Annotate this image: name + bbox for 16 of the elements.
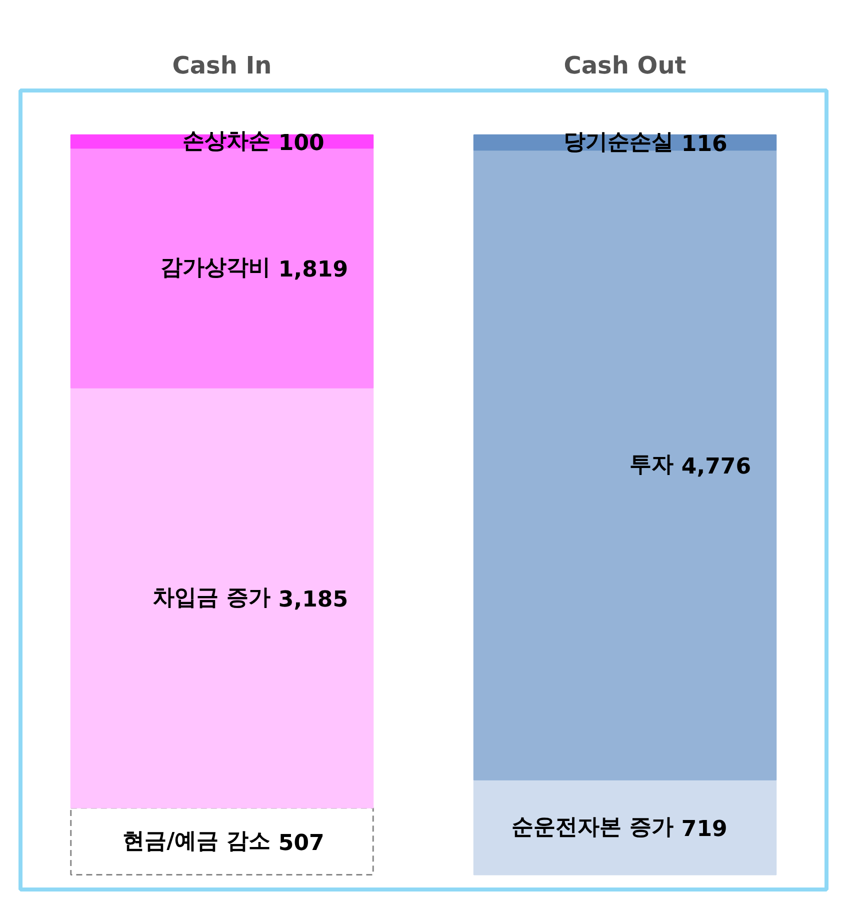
- data-label: 1,819: [278, 257, 348, 282]
- series-label: 감가상각비: [160, 255, 270, 280]
- series-label: 손상차손: [182, 128, 270, 154]
- data-label: 719: [681, 816, 728, 842]
- data-label: 3,185: [278, 587, 348, 612]
- x-tick-label: Cash Out: [564, 52, 686, 80]
- series-label: 차입금 증가: [152, 585, 270, 610]
- data-label: 4,776: [681, 454, 752, 480]
- data-label: 100: [278, 130, 324, 156]
- series-label: 순운전자본 증가: [512, 814, 674, 840]
- series-label: 투자: [629, 452, 674, 478]
- x-tick-label: Cash In: [172, 52, 272, 80]
- data-label: 507: [278, 830, 324, 856]
- series-label: 당기순손실: [563, 130, 674, 156]
- series-label: 현금/예금 감소: [122, 828, 270, 854]
- data-label: 116: [681, 132, 728, 158]
